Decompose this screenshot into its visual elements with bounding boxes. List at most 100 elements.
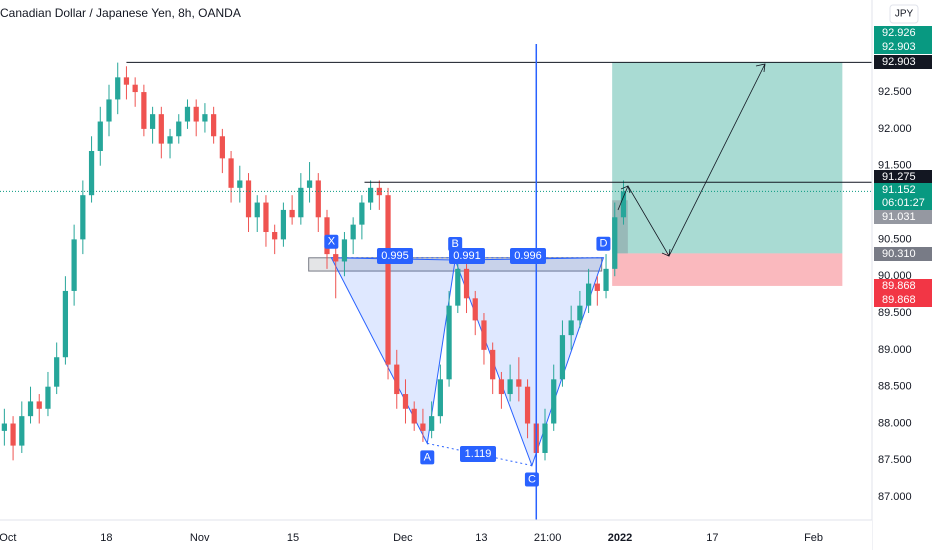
candle-body <box>54 357 60 387</box>
price-label-box <box>874 293 932 307</box>
candle-body <box>612 217 618 269</box>
candle-body <box>507 379 513 395</box>
price-label-box <box>874 210 932 224</box>
y-tick-label: 92.500 <box>878 86 912 98</box>
candle-body <box>394 364 400 395</box>
y-tick-label: 92.000 <box>878 123 912 135</box>
pattern-point-label: B <box>452 238 459 250</box>
candle-body <box>429 416 435 431</box>
candle-body <box>10 423 16 446</box>
candle-body <box>263 202 269 233</box>
y-tick-label: 89.500 <box>878 307 912 319</box>
y-tick-label: 87.500 <box>878 454 912 466</box>
plot-area: X A B C D 0.995 0.991 0.996 1.119 <box>0 44 872 520</box>
pattern-point-box <box>596 236 611 251</box>
price-axis <box>872 0 932 550</box>
candle-body <box>594 283 600 291</box>
pattern-point-label: D <box>599 238 607 250</box>
x-tick-label: Nov <box>190 532 210 544</box>
candle-body <box>115 77 121 100</box>
candle-body <box>132 84 138 93</box>
price-label: 92.903 <box>882 56 916 68</box>
candle-body <box>71 239 77 291</box>
candle-body <box>306 180 313 188</box>
x-tick-label: 21:00 <box>534 532 562 544</box>
chart-title: Canadian Dollar / Japanese Yen, 8h, OAND… <box>0 6 241 20</box>
candle-body <box>80 195 86 240</box>
candle-body <box>350 224 356 240</box>
currency-label[interactable]: JPY <box>895 9 914 20</box>
candle-body <box>45 386 51 409</box>
candle-body <box>211 114 217 137</box>
stop-zone <box>612 253 843 286</box>
y-tick-label: 88.500 <box>878 381 912 393</box>
candle-body <box>272 232 278 240</box>
candle-body <box>19 416 25 446</box>
price-label-box <box>874 170 932 184</box>
candle-body <box>481 320 487 350</box>
candle-body <box>498 379 505 395</box>
ratio-label: 0.991 <box>453 250 481 262</box>
price-label-box <box>874 55 932 69</box>
price-label: 92.903 <box>882 41 916 53</box>
pattern-point-box <box>324 234 339 249</box>
candle-body <box>27 401 34 417</box>
target-zone <box>612 62 843 254</box>
candle-body <box>245 180 252 218</box>
candle-body <box>420 423 426 431</box>
candle-body <box>551 379 557 424</box>
x-tick-label: 2022 <box>608 532 632 544</box>
candle-body <box>472 298 478 321</box>
ratio-label: 0.996 <box>514 250 542 262</box>
candle-body <box>463 268 470 299</box>
pattern-point-label: C <box>528 473 536 485</box>
candle-body <box>62 290 69 358</box>
pattern-point-label: X <box>328 236 336 248</box>
candle-body <box>585 283 592 306</box>
candle-body <box>280 209 287 240</box>
candle-body <box>341 239 348 262</box>
price-label-box <box>874 183 932 211</box>
y-tick-label: 89.000 <box>878 344 912 356</box>
ratio-box <box>377 248 413 264</box>
candle-body <box>402 394 409 409</box>
x-tick-label: 15 <box>287 532 299 544</box>
price-label-box <box>874 40 932 54</box>
candle-body <box>219 136 225 159</box>
candle-body <box>167 136 173 144</box>
candle-body <box>184 106 191 122</box>
pattern-point-box <box>448 237 463 251</box>
price-label: 89.868 <box>882 294 916 306</box>
price-label-box <box>874 279 932 293</box>
candle-body <box>254 202 260 218</box>
candle-body <box>516 379 522 387</box>
candle-body <box>315 180 321 218</box>
candle-body <box>542 423 548 453</box>
price-label: 91.275 <box>882 171 916 183</box>
x-tick-label: Dec <box>393 532 413 544</box>
candle-body <box>289 209 295 218</box>
currency-button[interactable] <box>889 4 919 24</box>
axes: 92.50092.00091.50090.50090.00089.50089.0… <box>0 26 932 544</box>
projection-arrow <box>617 63 766 257</box>
price-label-box <box>874 247 932 261</box>
candle-body <box>359 202 365 225</box>
candle-body <box>141 92 147 129</box>
candle-body <box>106 99 112 122</box>
price-label-box <box>874 26 932 40</box>
pattern-point-box <box>524 472 539 487</box>
candle-body <box>367 187 374 203</box>
candle-body <box>36 401 42 409</box>
ratio-label: 1.119 <box>465 448 492 460</box>
candle-body <box>524 386 531 424</box>
candle-body <box>149 114 156 129</box>
pattern-point-box <box>420 450 435 465</box>
x-tick-label: Oct <box>0 532 16 544</box>
candle-body <box>88 150 95 196</box>
y-tick-label: 90.500 <box>878 233 912 245</box>
candle-body <box>490 349 496 380</box>
candle-body <box>202 114 208 122</box>
price-label: 90.310 <box>882 248 916 260</box>
y-tick-label: 88.000 <box>878 417 912 429</box>
